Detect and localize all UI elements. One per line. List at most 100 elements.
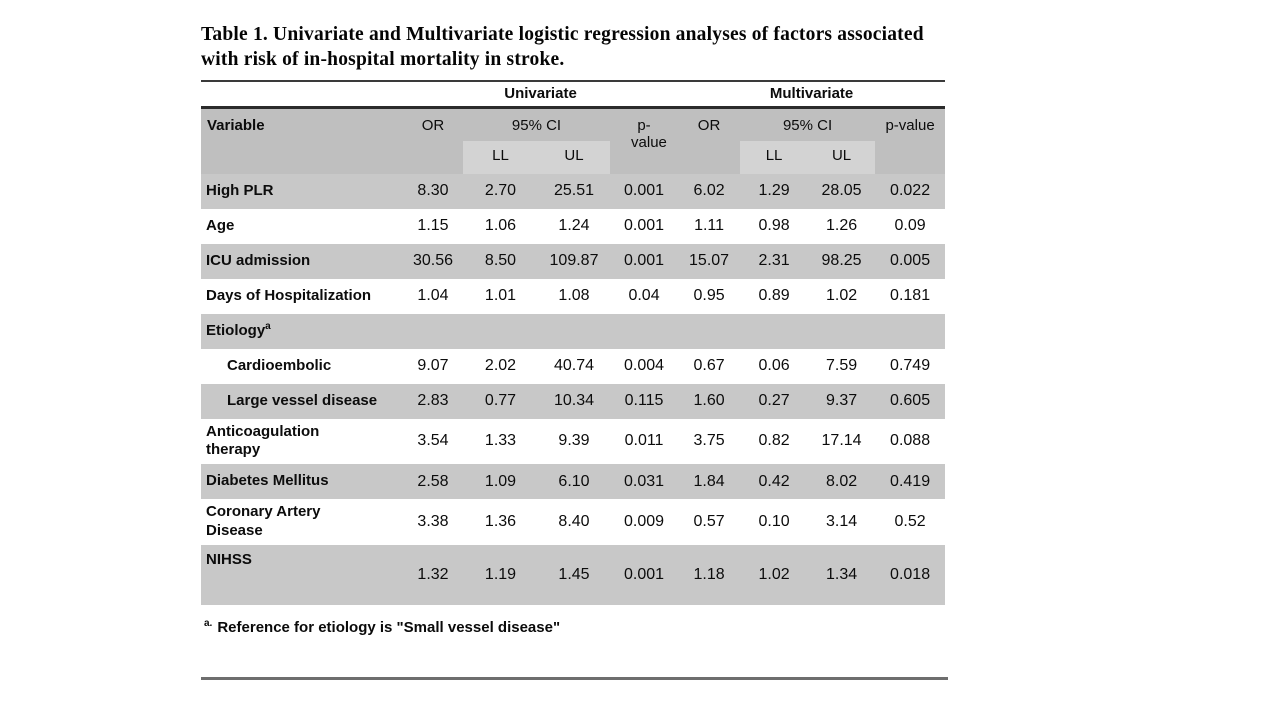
value-cell: 1.11	[678, 208, 741, 244]
value-cell: 1.02	[808, 278, 876, 314]
column-header-or-multivariate: OR	[678, 107, 741, 174]
value-cell: 9.07	[403, 348, 463, 384]
value-cell: 3.14	[808, 499, 876, 545]
table-figure: Table 1. Univariate and Multivariate log…	[201, 22, 949, 680]
value-cell: 8.40	[538, 499, 610, 545]
column-subheader-ll-univariate: LL	[463, 140, 538, 174]
value-cell: 0.001	[610, 173, 679, 209]
value-cell: 8.30	[403, 173, 463, 209]
table-row: Anticoagulation therapy 3.54 1.33 9.39 0.011…	[201, 418, 946, 465]
column-subheader-ll-multivariate: LL	[740, 140, 809, 174]
value-cell: 1.36	[463, 499, 538, 545]
value-cell: 1.06	[463, 208, 538, 244]
value-cell: 0.419	[875, 464, 946, 500]
column-subheader-row: LL UL LL UL	[201, 140, 945, 174]
value-cell: 1.34	[808, 544, 876, 605]
value-cell: 2.70	[463, 173, 538, 209]
value-cell: 0.06	[740, 348, 809, 384]
value-cell: 6.10	[538, 464, 610, 500]
value-cell: 1.01	[463, 278, 538, 314]
table-row: Days of Hospitalization 1.04 1.01 1.08 0.04 0…	[201, 278, 946, 314]
value-cell: 2.83	[403, 383, 463, 419]
value-cell: 1.26	[808, 208, 876, 244]
row-label: High PLR	[201, 173, 403, 209]
value-cell: 0.10	[740, 499, 809, 545]
table-title: Table 1. Univariate and Multivariate log…	[201, 24, 924, 71]
value-cell: 0.001	[610, 544, 679, 605]
footnote-marker: a.	[204, 617, 213, 629]
regression-table: Univariate Multivariate Variable OR 95% …	[201, 79, 946, 605]
value-cell: 1.32	[403, 544, 463, 605]
group-header-spacer	[201, 80, 403, 110]
value-cell: 1.60	[678, 383, 741, 419]
value-cell: 2.31	[740, 243, 809, 279]
value-cell: 0.749	[875, 348, 946, 384]
table-row: Age 1.15 1.06 1.24 0.001 1.11 0.98 1.26 0.09	[201, 208, 946, 244]
value-cell: 0.022	[875, 173, 946, 209]
value-cell: 1.45	[538, 544, 610, 605]
value-cell: 0.004	[610, 348, 679, 384]
value-cell: 1.33	[463, 418, 538, 465]
table-row: NIHSS 1.32 1.19 1.45 0.001 1.18 1.02 1.34 0.018	[201, 544, 946, 605]
table-row: Large vessel disease 2.83 0.77 10.34 0.115 1.…	[201, 383, 946, 419]
value-cell: 7.59	[808, 348, 876, 384]
value-cell: 0.52	[875, 499, 946, 545]
value-cell: 2.58	[403, 464, 463, 500]
table-row: High PLR 8.30 2.70 25.51 0.001 6.02 1.29 28.05 0…	[201, 173, 946, 209]
value-cell: 0.95	[678, 278, 741, 314]
value-cell: 1.29	[740, 173, 809, 209]
row-label: Etiologya	[201, 313, 403, 349]
table-footnote: a. Reference for etiology is "Small vesse…	[201, 618, 949, 636]
row-label: Days of Hospitalization	[201, 278, 403, 314]
value-cell: 0.09	[875, 208, 946, 244]
value-cell: 0.031	[610, 464, 679, 500]
column-subheader-ul-univariate: UL	[538, 140, 610, 174]
column-header-pvalue-multivariate: p-value	[875, 107, 946, 174]
column-header-ci-multivariate: 95% CI	[740, 107, 876, 141]
value-cell: 6.02	[678, 173, 741, 209]
row-label: Anticoagulation therapy	[201, 418, 403, 465]
value-cell: 25.51	[538, 173, 610, 209]
row-label: Coronary Artery Disease	[201, 499, 403, 545]
value-cell: 0.018	[875, 544, 946, 605]
value-cell: 17.14	[808, 418, 876, 465]
table-row: Coronary Artery Disease 3.38 1.36 8.40 0.009…	[201, 499, 946, 545]
value-cell: 10.34	[538, 383, 610, 419]
value-cell: 0.98	[740, 208, 809, 244]
superscript-marker: a	[265, 321, 271, 333]
value-cell: 0.001	[610, 243, 679, 279]
value-cell: 98.25	[808, 243, 876, 279]
value-cell: 1.02	[740, 544, 809, 605]
value-cell: 0.04	[610, 278, 679, 314]
column-header-row: Variable OR 95% CI p-value OR 95% CI p-v…	[201, 107, 946, 174]
value-cell: 1.09	[463, 464, 538, 500]
table-row: Etiologya	[201, 313, 946, 349]
value-cell: 30.56	[403, 243, 463, 279]
value-cell: 9.37	[808, 383, 876, 419]
section-row-filler	[403, 313, 946, 349]
value-cell: 15.07	[678, 243, 741, 279]
value-cell: 1.24	[538, 208, 610, 244]
value-cell: 8.02	[808, 464, 876, 500]
value-cell: 0.89	[740, 278, 809, 314]
value-cell: 0.181	[875, 278, 946, 314]
table-row: Diabetes Mellitus 2.58 1.09 6.10 0.031 1.84 0.…	[201, 464, 946, 500]
value-cell: 1.04	[403, 278, 463, 314]
group-header-multivariate: Multivariate	[678, 80, 946, 110]
column-subheader-ul-multivariate: UL	[808, 140, 876, 174]
column-header-pvalue-univariate: p-value	[610, 107, 679, 174]
column-header-or-univariate: OR	[403, 107, 463, 174]
value-cell: 0.82	[740, 418, 809, 465]
column-header-variable: Variable	[201, 107, 403, 174]
value-cell: 0.005	[875, 243, 946, 279]
row-label: Large vessel disease	[201, 383, 403, 419]
row-label: Cardioembolic	[201, 348, 403, 384]
value-cell: 0.67	[678, 348, 741, 384]
value-cell: 9.39	[538, 418, 610, 465]
column-header-ci-univariate: 95% CI	[463, 107, 610, 141]
row-label: ICU admission	[201, 243, 403, 279]
row-label: NIHSS	[201, 544, 403, 605]
value-cell: 0.115	[610, 383, 679, 419]
value-cell: 2.02	[463, 348, 538, 384]
value-cell: 0.42	[740, 464, 809, 500]
